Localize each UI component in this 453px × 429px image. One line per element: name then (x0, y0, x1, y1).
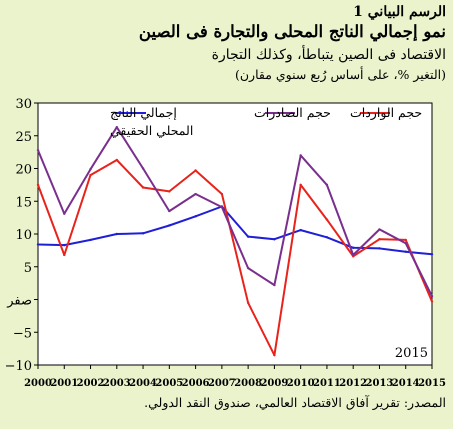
x-tick-label: 2007 (208, 378, 236, 389)
data-point-1 (220, 192, 224, 196)
data-point-1 (168, 190, 171, 193)
x-tick-label: 2012 (339, 378, 367, 389)
corner-year-label: 2015 (395, 346, 428, 361)
legend-label: المحلي الحقيقي (110, 123, 193, 138)
data-point-2 (168, 209, 171, 213)
data-point-0 (378, 247, 381, 250)
data-point-0 (168, 224, 171, 227)
x-tick-label: 2002 (77, 378, 105, 389)
data-point-2 (194, 192, 197, 196)
chart-subtitle: الاقتصاد فى الصين يتباطأ، وكذلك التجارة (211, 47, 446, 63)
data-point-1 (63, 253, 66, 257)
x-tick-label: 2011 (313, 378, 341, 389)
legend-label: حجم الصادرات (254, 105, 331, 121)
data-point-1 (273, 353, 276, 357)
data-point-0 (194, 215, 197, 218)
data-point-0 (36, 243, 40, 246)
data-point-0 (404, 250, 407, 253)
data-point-1 (246, 301, 250, 304)
figure-label: الرسم البياني 1 (353, 4, 446, 20)
data-point-2 (430, 295, 434, 298)
data-point-0 (430, 253, 434, 256)
data-point-2 (63, 212, 66, 215)
data-point-0 (141, 232, 145, 235)
data-point-2 (115, 126, 119, 129)
data-point-0 (246, 235, 250, 238)
y-tick-label: 20 (15, 163, 32, 178)
data-point-1 (299, 183, 302, 187)
data-point-1 (89, 173, 92, 177)
data-point-2 (378, 228, 381, 231)
data-point-2 (89, 167, 92, 171)
data-point-1 (141, 186, 145, 189)
units-note: (التغير %، على أساس رُبع سنوي مقارن) (235, 67, 446, 82)
source-note: المصدر: تقرير آفاق الاقتصاد العالمي، صند… (144, 395, 446, 410)
y-tick-label: −5 (13, 326, 32, 341)
x-tick-label: 2014 (392, 378, 420, 389)
legend-label: إجمالي الناتج (110, 105, 177, 121)
data-point-1 (325, 218, 329, 221)
x-tick-label: 2003 (103, 378, 131, 389)
data-point-2 (273, 283, 276, 287)
data-point-2 (220, 205, 224, 209)
data-point-1 (194, 169, 197, 172)
x-tick-label: 2010 (287, 378, 315, 389)
y-tick-label: 10 (15, 228, 32, 243)
x-tick-label: 2013 (366, 378, 394, 389)
data-point-0 (273, 238, 276, 241)
x-tick-label: 2004 (129, 378, 157, 389)
data-point-2 (404, 241, 407, 245)
data-point-0 (115, 232, 119, 236)
data-point-0 (89, 238, 92, 242)
data-point-2 (325, 183, 329, 187)
data-point-2 (141, 167, 145, 170)
data-point-1 (430, 300, 434, 303)
series-line-1 (37, 159, 433, 357)
x-tick-label: 2006 (182, 378, 210, 389)
x-tick-label: 2008 (234, 378, 262, 389)
data-point-0 (299, 228, 302, 232)
data-point-0 (352, 246, 355, 249)
legend-label: حجم الواردات (350, 105, 422, 121)
x-tick-label: 2005 (155, 378, 183, 389)
x-tick-label: 2001 (50, 378, 78, 389)
data-point-0 (325, 236, 329, 239)
plot-area (37, 102, 433, 366)
data-point-1 (404, 238, 407, 242)
y-tick-label: −10 (5, 359, 32, 374)
data-point-2 (246, 266, 250, 270)
data-point-2 (299, 154, 302, 157)
x-tick-label: 2009 (260, 378, 288, 389)
data-point-1 (115, 158, 119, 162)
legend: إجمالي الناتج المحلي الحقيقي حجم الصادرات ح… (110, 105, 422, 138)
data-point-2 (352, 253, 355, 257)
x-tick-label: 2015 (418, 378, 446, 389)
data-point-1 (378, 238, 381, 241)
data-point-1 (36, 183, 40, 187)
x-tick-label: 2000 (24, 378, 52, 389)
data-point-2 (36, 148, 40, 152)
series-line-2 (37, 126, 433, 297)
y-tick-label: صفر (6, 294, 32, 309)
data-point-0 (63, 243, 66, 247)
y-tick-label: 30 (15, 97, 32, 112)
y-tick-label: 15 (15, 195, 32, 210)
y-tick-label: 5 (24, 261, 32, 276)
y-tick-label: 25 (15, 130, 32, 145)
chart-title: نمو إجمالي الناتج المحلى والتجارة فى الص… (138, 22, 446, 41)
